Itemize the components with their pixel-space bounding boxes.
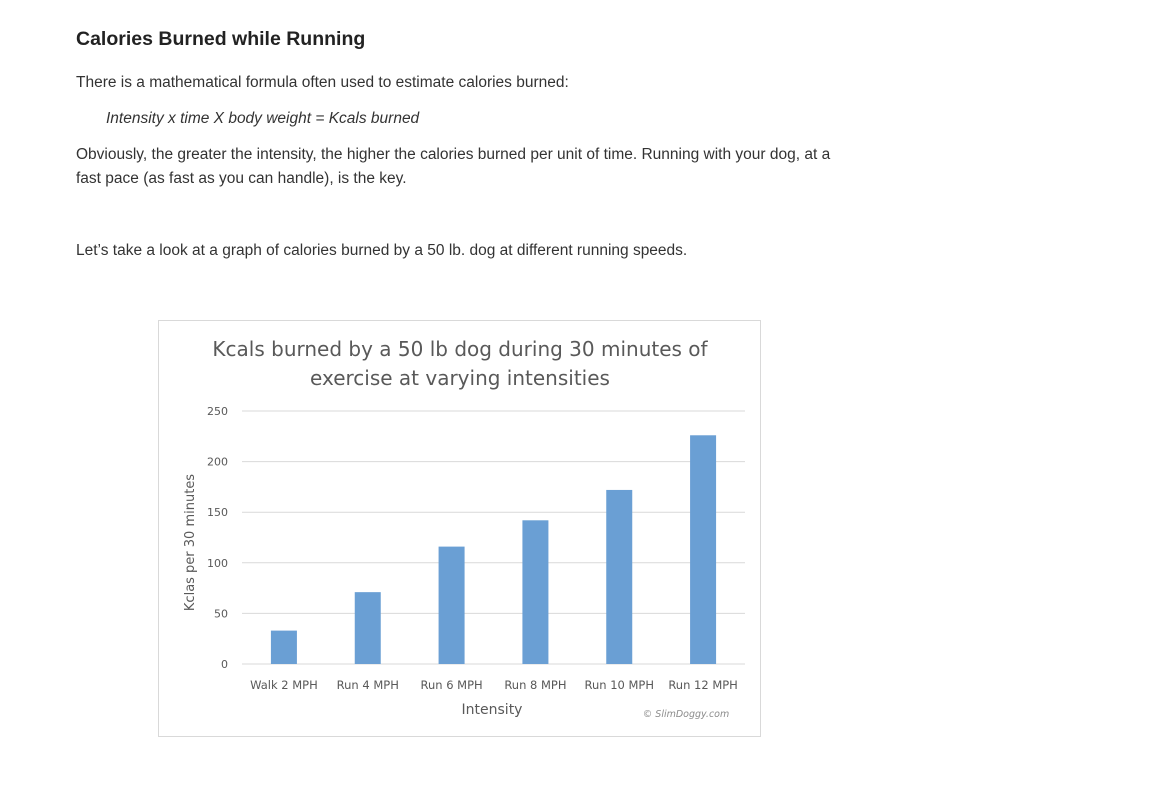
x-tick-label: Run 10 MPH: [585, 678, 655, 692]
y-tick-label: 100: [207, 557, 228, 570]
x-tick-label: Run 8 MPH: [504, 678, 566, 692]
y-tick-label: 200: [207, 456, 228, 469]
y-tick-label: 0: [221, 658, 228, 671]
bar: [606, 489, 633, 664]
chart-title-line-2: exercise at varying intensities: [310, 366, 610, 390]
y-tick-label: 150: [207, 506, 228, 519]
watermark: © SlimDoggy.com: [643, 709, 729, 720]
x-axis-label: Intensity: [462, 702, 523, 718]
gridlines: [242, 410, 745, 665]
intro-paragraph: There is a mathematical formula often us…: [76, 74, 569, 91]
y-tick-label: 250: [207, 405, 228, 418]
chart-container: 0 50 100 150 200 250 Walk 2 MPH Run 4 MPH Run 6 …: [158, 320, 761, 737]
bar: [270, 630, 297, 664]
chart-title-line-1: Kcals burned by a 50 lb dog during 30 mi…: [212, 337, 708, 361]
bar-chart: 0 50 100 150 200 250 Walk 2 MPH Run 4 MPH Run 6 …: [183, 337, 745, 720]
explanation-paragraph: Obviously, the greater the intensity, th…: [76, 146, 831, 187]
bar: [438, 546, 465, 664]
formula-text: Intensity x time X body weight = Kcals b…: [106, 110, 420, 127]
graph-intro-paragraph: Let’s take a look at a graph of calories…: [76, 242, 688, 259]
x-tick-label: Run 4 MPH: [337, 678, 399, 692]
bar: [522, 520, 549, 664]
article-heading: Calories Burned while Running: [76, 28, 366, 50]
y-axis-label: Kclas per 30 minutes: [183, 474, 198, 611]
x-tick-label: Walk 2 MPH: [250, 678, 318, 692]
tick-labels: 0 50 100 150 200 250 Walk 2 MPH Run 4 MPH Run 6 …: [207, 405, 738, 692]
y-tick-label: 50: [214, 607, 228, 620]
bars: [270, 435, 717, 664]
bar: [354, 592, 381, 664]
bar: [690, 435, 717, 664]
article: Calories Burned while Running There is a…: [76, 26, 846, 259]
x-tick-label: Run 6 MPH: [420, 678, 482, 692]
x-tick-label: Run 12 MPH: [668, 678, 738, 692]
